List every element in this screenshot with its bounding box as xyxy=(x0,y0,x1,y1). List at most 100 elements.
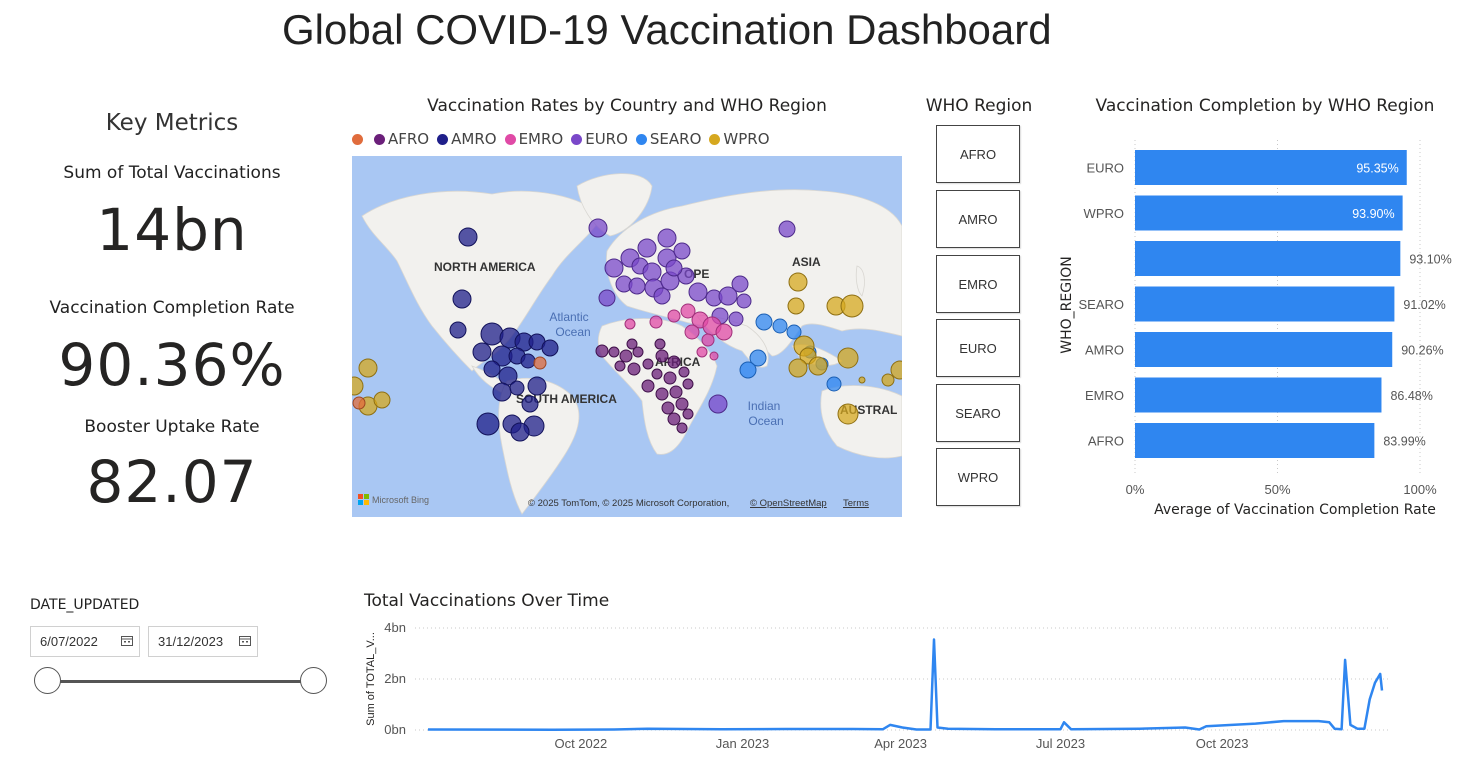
map-bubble[interactable] xyxy=(510,422,530,442)
map-bubble[interactable] xyxy=(509,380,525,396)
map-bubble[interactable] xyxy=(749,349,767,367)
map-bubble[interactable] xyxy=(480,322,504,346)
slicer-option-amro[interactable]: AMRO xyxy=(936,190,1020,248)
map-bubble[interactable] xyxy=(520,353,536,369)
map-bubble[interactable] xyxy=(788,272,808,292)
map-bubble[interactable] xyxy=(472,342,492,362)
map-bubble[interactable] xyxy=(637,238,657,258)
map-bubble[interactable] xyxy=(696,346,708,358)
map-bubble[interactable] xyxy=(677,267,695,285)
osm-link[interactable]: © OpenStreetMap xyxy=(750,498,827,509)
map-bubble[interactable] xyxy=(667,309,681,323)
map-bubble[interactable] xyxy=(667,355,681,369)
bubbles-amro[interactable] xyxy=(449,227,559,442)
map-bubble[interactable] xyxy=(641,379,655,393)
map-bubble[interactable] xyxy=(624,318,636,330)
map-bubble[interactable] xyxy=(373,391,391,409)
map-bubble[interactable] xyxy=(673,242,691,260)
map-bubble[interactable] xyxy=(840,294,864,318)
map-bubble[interactable] xyxy=(837,347,859,369)
map-canvas[interactable]: NORTH AMERICA SOUTH AMERICA OPE ASIA AFR… xyxy=(352,156,902,517)
map-bubble[interactable] xyxy=(626,338,638,350)
total-vaccinations-line[interactable] xyxy=(427,638,1384,731)
map-bubble[interactable] xyxy=(718,286,738,306)
map-bubble[interactable] xyxy=(669,385,683,399)
map-bubble[interactable] xyxy=(688,282,708,302)
calendar-icon[interactable] xyxy=(121,635,133,646)
map-bubble[interactable] xyxy=(682,408,694,420)
start-date-input[interactable]: 6/07/2022 xyxy=(30,626,140,657)
bar-emro[interactable] xyxy=(1135,377,1382,413)
map-bubble[interactable] xyxy=(678,366,690,378)
bubbles-emro[interactable] xyxy=(624,303,733,361)
map-bubble[interactable] xyxy=(619,349,633,363)
map-bubble[interactable] xyxy=(736,293,752,309)
map-bubble[interactable] xyxy=(642,358,654,370)
slicer-option-euro[interactable]: EURO xyxy=(936,319,1020,377)
map-bubble[interactable] xyxy=(675,397,689,411)
calendar-icon[interactable] xyxy=(239,635,251,646)
map-bubble[interactable] xyxy=(755,313,773,331)
map-bubble[interactable] xyxy=(826,376,842,392)
map-bubble[interactable] xyxy=(657,228,677,248)
map-bubble[interactable] xyxy=(449,321,467,339)
completion-bar-chart[interactable]: EURO 95.35% WPRO 93.90% 93.10% SEARO 91.02% AMR… xyxy=(1050,130,1470,525)
date-range-start-handle[interactable] xyxy=(34,667,61,694)
map-bubble[interactable] xyxy=(628,277,646,295)
map-bubble[interactable] xyxy=(663,371,677,385)
bar-searo[interactable] xyxy=(1135,286,1395,322)
map-bubble[interactable] xyxy=(772,318,788,334)
vaccinations-line-chart[interactable]: 4bn 2bn 0bn Oct 2022 Jan 2023 Apr 2023 Jul 202… xyxy=(360,615,1400,760)
slicer-option-afro[interactable]: AFRO xyxy=(936,125,1020,183)
map-bubble[interactable] xyxy=(709,351,719,361)
map-bubble[interactable] xyxy=(358,358,378,378)
date-range-track[interactable] xyxy=(47,680,314,683)
map-bubble[interactable] xyxy=(715,323,733,341)
map-bubble[interactable] xyxy=(858,376,866,384)
map-bubble[interactable] xyxy=(598,289,616,307)
map-bubble[interactable] xyxy=(595,344,609,358)
map-bubble[interactable] xyxy=(787,297,805,315)
map-bubble[interactable] xyxy=(492,382,512,402)
map-bubble[interactable] xyxy=(665,259,683,277)
bubble-layer[interactable] xyxy=(352,218,902,442)
vaccination-map[interactable]: NORTH AMERICA SOUTH AMERICA OPE ASIA AFR… xyxy=(352,156,902,517)
slicer-option-wpro[interactable]: WPRO xyxy=(936,448,1020,506)
map-bubble[interactable] xyxy=(655,349,669,363)
bar-unlabeled[interactable] xyxy=(1135,241,1401,276)
map-bubble[interactable] xyxy=(667,412,681,426)
map-bubble[interactable] xyxy=(788,358,808,378)
map-bubble[interactable] xyxy=(527,376,547,396)
map-bubble[interactable] xyxy=(680,303,696,319)
map-bubble[interactable] xyxy=(649,315,663,329)
map-bubble[interactable] xyxy=(533,356,547,370)
map-bubble[interactable] xyxy=(682,378,694,390)
slicer-option-searo[interactable]: SEARO xyxy=(936,384,1020,442)
map-bubble[interactable] xyxy=(632,346,644,358)
map-bubble[interactable] xyxy=(604,258,624,278)
map-bubble[interactable] xyxy=(890,360,902,380)
bubbles-wpro[interactable] xyxy=(352,272,902,425)
map-bubble[interactable] xyxy=(651,368,663,380)
bubbles-euro[interactable] xyxy=(588,218,796,414)
map-bubble[interactable] xyxy=(614,360,626,372)
bubbles-afro[interactable] xyxy=(595,338,694,434)
map-bubble[interactable] xyxy=(352,376,364,396)
map-bubble[interactable] xyxy=(708,394,728,414)
map-bubble[interactable] xyxy=(642,262,662,282)
map-bubble[interactable] xyxy=(654,338,666,350)
slicer-option-emro[interactable]: EMRO xyxy=(936,255,1020,313)
map-bubble[interactable] xyxy=(739,361,757,379)
map-bubble[interactable] xyxy=(731,275,749,293)
map-bubble[interactable] xyxy=(458,227,478,247)
map-bubble[interactable] xyxy=(778,220,796,238)
map-bubble[interactable] xyxy=(588,218,608,238)
map-bubble[interactable] xyxy=(676,422,688,434)
bar-afro[interactable] xyxy=(1135,423,1375,458)
map-bubble[interactable] xyxy=(655,387,669,401)
map-bubble[interactable] xyxy=(701,333,715,347)
map-bubble[interactable] xyxy=(483,360,501,378)
map-bubble[interactable] xyxy=(786,324,802,340)
map-bubble[interactable] xyxy=(452,289,472,309)
map-bubble[interactable] xyxy=(808,356,828,376)
